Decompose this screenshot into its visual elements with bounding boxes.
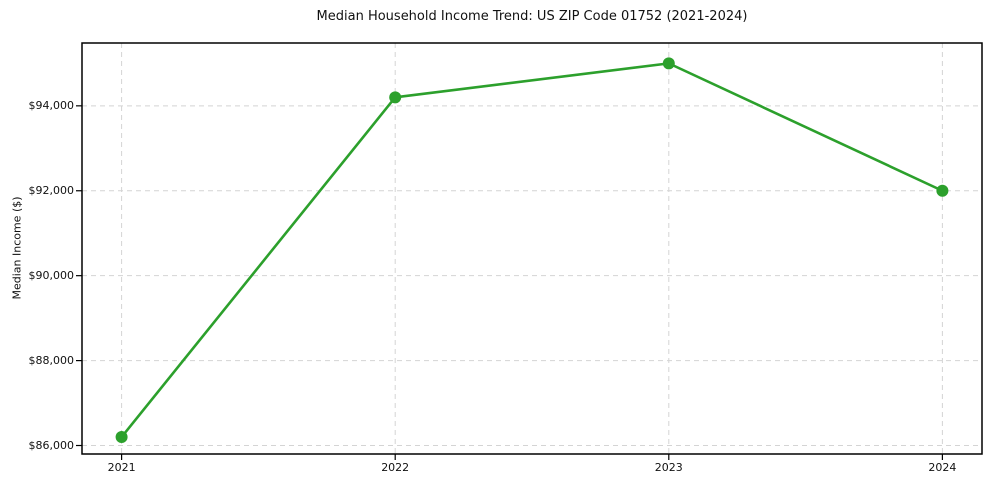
x-tick-label: 2022	[381, 461, 410, 474]
gridlines	[82, 43, 982, 454]
x-tick-label: 2021	[107, 461, 136, 474]
y-axis-label: Median Income ($)	[10, 196, 24, 300]
y-tick-label: $94,000	[28, 98, 75, 112]
plot-area	[76, 42, 983, 460]
x-tick-label: 2024	[928, 461, 957, 474]
income-trend-line	[120, 62, 944, 439]
y-tick-label: $92,000	[28, 183, 75, 197]
y-tick-label: $88,000	[28, 353, 75, 367]
data-point-markers	[115, 57, 949, 444]
plot-border	[81, 42, 983, 455]
axis-tick-marks	[76, 105, 944, 460]
data-point-marker	[115, 431, 128, 444]
y-tick-label: $90,000	[28, 268, 75, 282]
data-point-marker	[662, 57, 675, 70]
data-point-marker	[936, 184, 949, 197]
y-tick-label: $86,000	[28, 438, 75, 452]
chart-title: Median Household Income Trend: US ZIP Co…	[316, 9, 748, 24]
data-point-marker	[389, 91, 402, 104]
x-tick-label: 2023	[654, 461, 683, 474]
